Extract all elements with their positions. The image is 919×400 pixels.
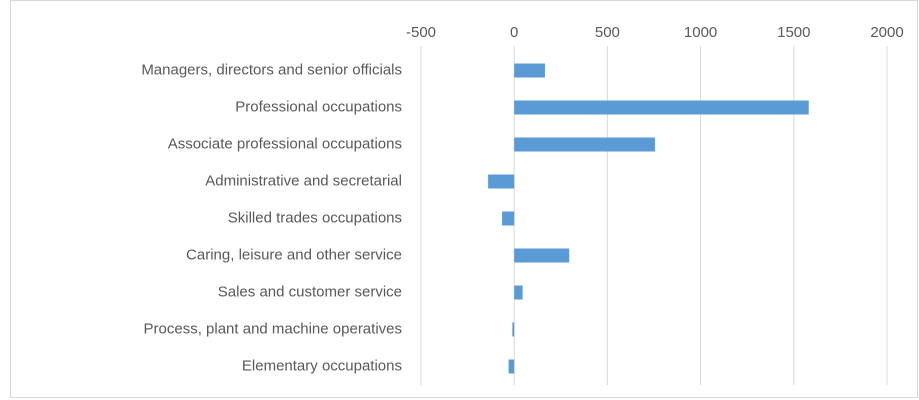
- bar: [512, 322, 515, 337]
- y-tick-label: Process, plant and machine operatives: [144, 320, 402, 337]
- x-tick-label: 500: [595, 24, 620, 41]
- bar: [514, 285, 523, 300]
- y-tick-label: Managers, directors and senior officials: [141, 61, 402, 78]
- x-tick-label: 2000: [870, 24, 903, 41]
- y-tick-label: Caring, leisure and other service: [186, 246, 402, 263]
- bar: [514, 248, 570, 263]
- x-tick-label: -500: [406, 24, 436, 41]
- bar: [508, 359, 515, 374]
- x-tick-label: 1000: [684, 24, 717, 41]
- y-tick-label: Elementary occupations: [242, 357, 402, 374]
- chart-border: [10, 0, 918, 398]
- bar: [514, 100, 809, 115]
- bar: [502, 211, 515, 226]
- bar: [488, 174, 515, 189]
- y-tick-label: Skilled trades occupations: [228, 209, 402, 226]
- y-tick-label: Administrative and secretarial: [205, 172, 402, 189]
- y-tick-label: Sales and customer service: [218, 283, 402, 300]
- x-tick-label: 1500: [777, 24, 810, 41]
- bar: [514, 63, 545, 78]
- y-tick-label: Associate professional occupations: [168, 135, 402, 152]
- x-tick-label: 0: [510, 24, 518, 41]
- y-tick-label: Professional occupations: [235, 98, 402, 115]
- bar: [514, 137, 655, 152]
